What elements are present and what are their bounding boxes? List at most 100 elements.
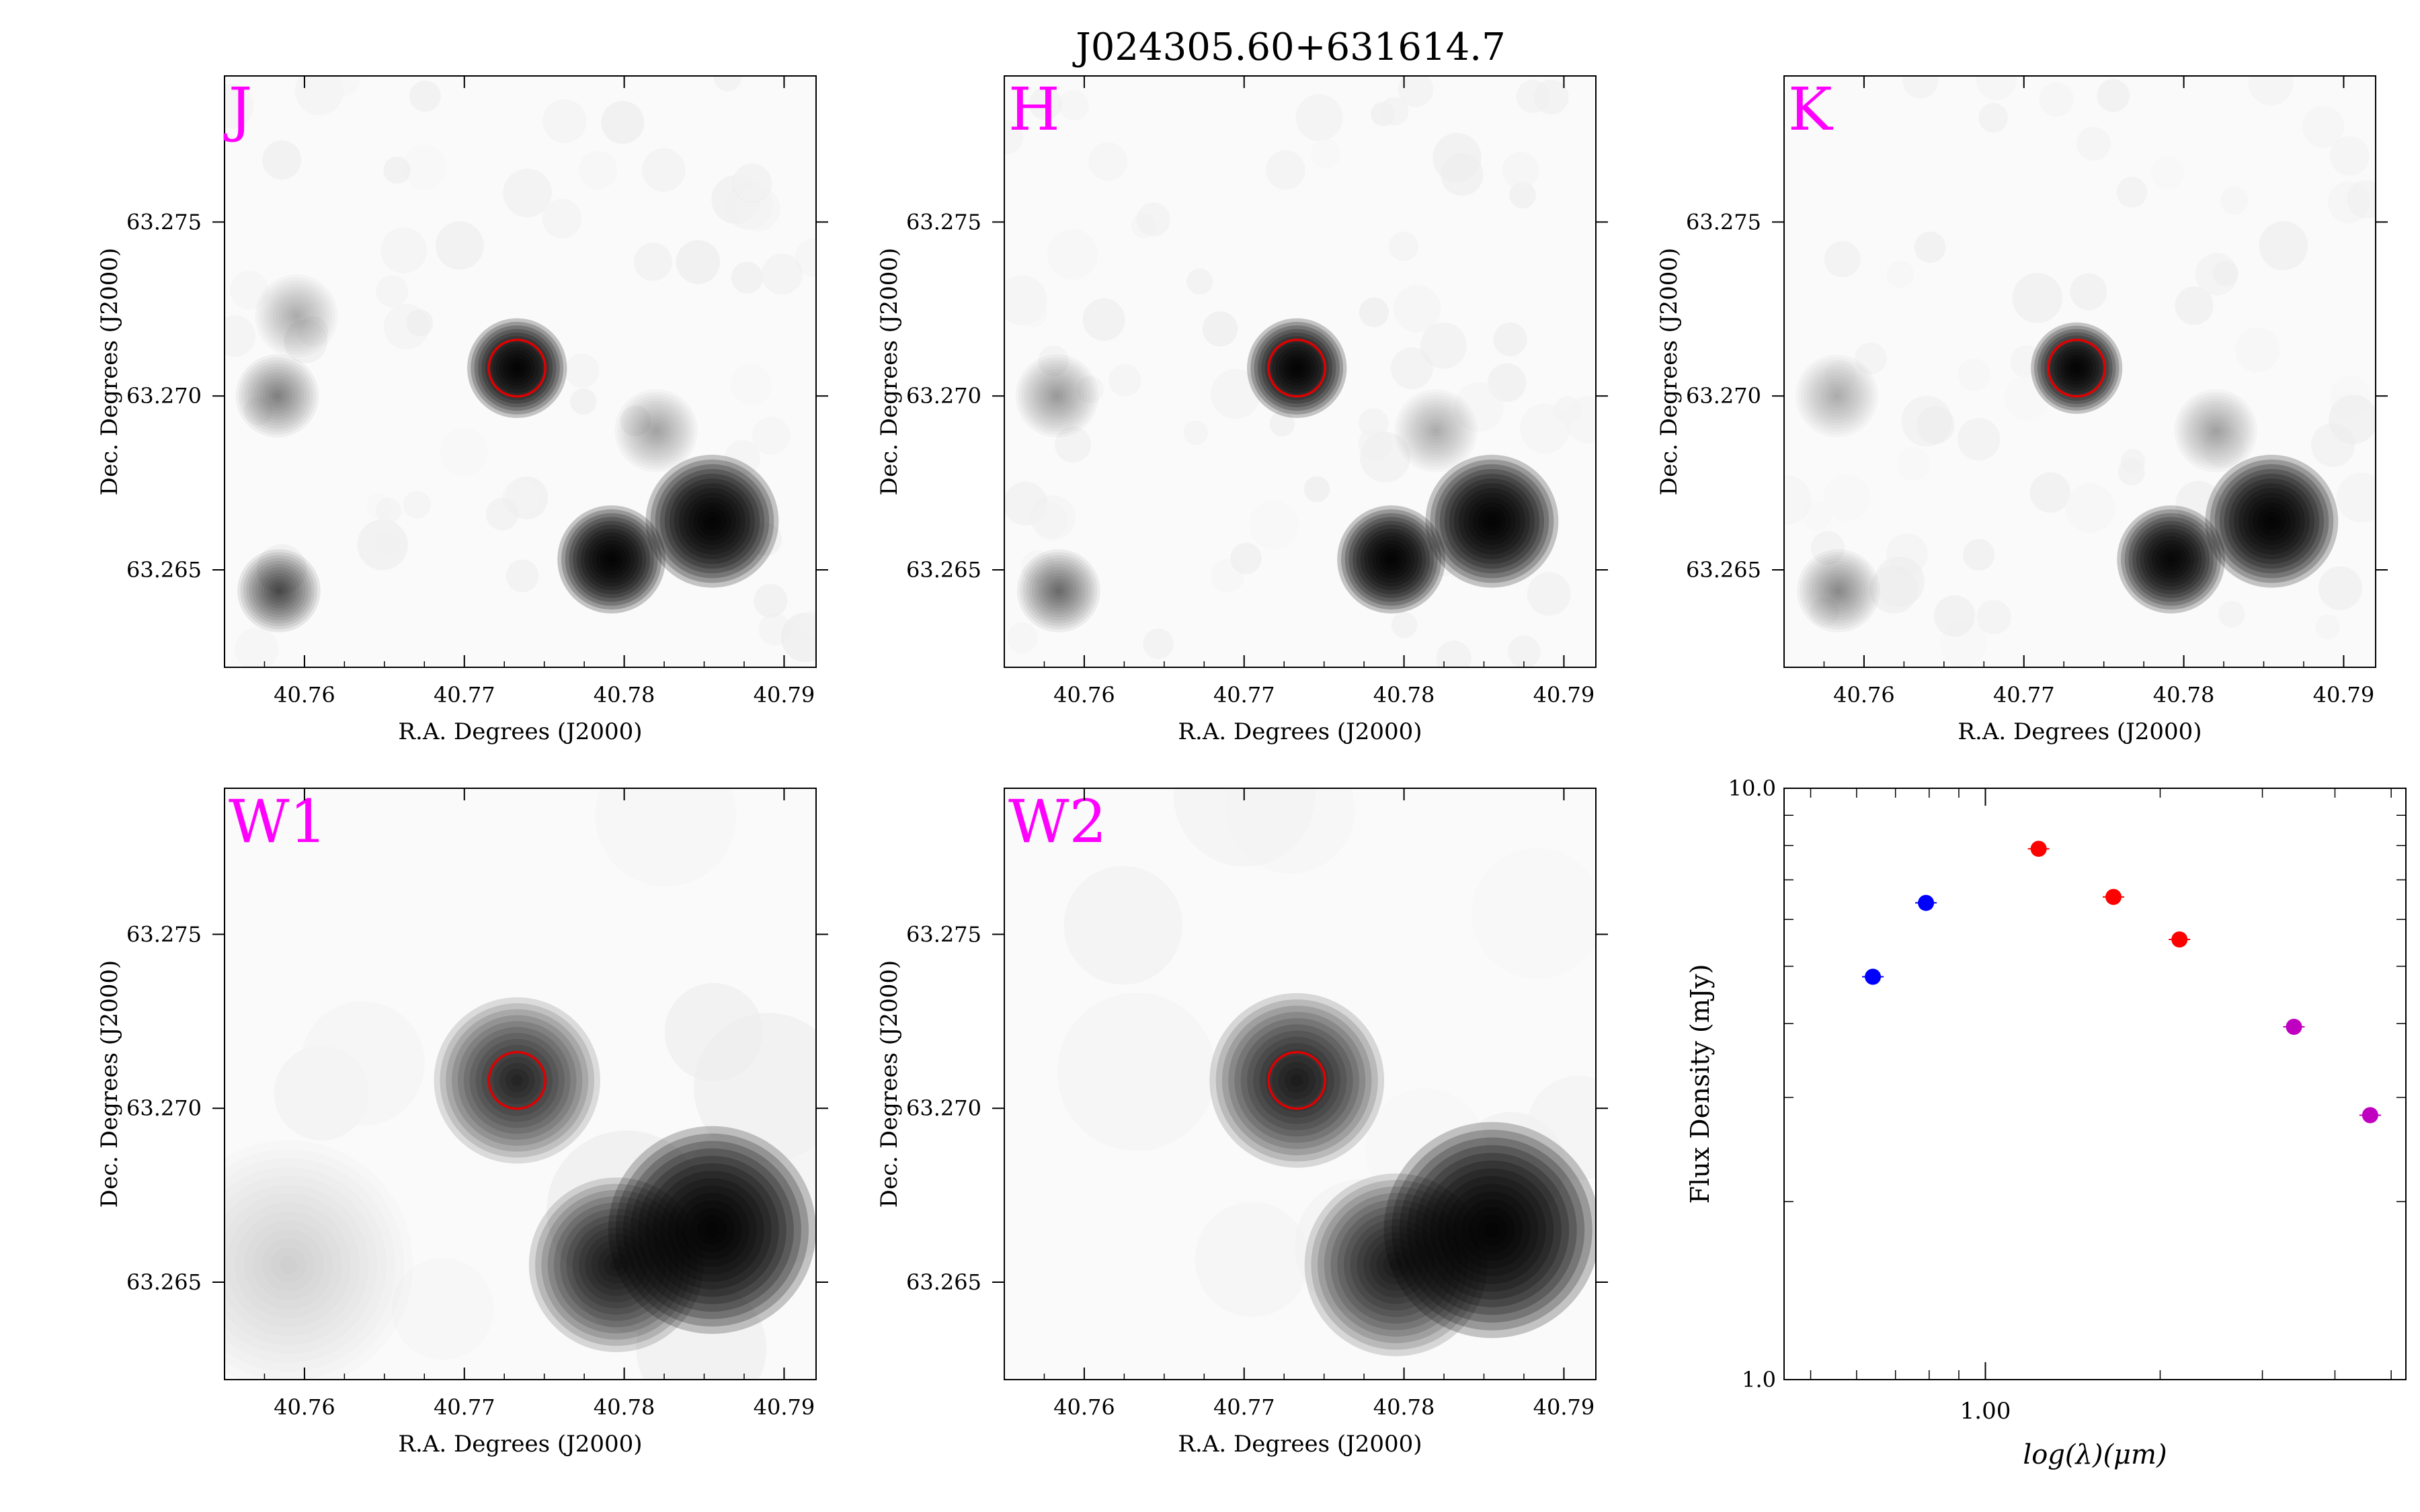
background-noise — [799, 610, 816, 636]
source-layer — [1356, 524, 1426, 595]
source-layer — [1834, 393, 1840, 399]
sed-point — [2171, 931, 2188, 948]
x-tick-label: 40.77 — [434, 1394, 495, 1420]
source-layer — [452, 1015, 583, 1146]
source-layer — [2140, 528, 2202, 591]
background-noise — [1902, 76, 1939, 99]
x-tick-label: 40.77 — [1993, 682, 2055, 708]
x-tick-label: 40.76 — [1053, 682, 1115, 708]
source-layer — [1304, 1173, 1488, 1357]
image-panel-H: H 40.76 40.77 40.78 40.79 63.265 63.270 63.275 R… — [876, 75, 1608, 745]
background-noise — [1057, 993, 1216, 1151]
y-axis-label: Dec. Degrees (J2000) — [96, 248, 123, 496]
source-3 — [1796, 354, 1879, 437]
source-layer — [1330, 1200, 1461, 1331]
background-noise — [2302, 106, 2345, 148]
background-noise — [1058, 89, 1089, 121]
source-layer — [469, 1033, 565, 1128]
background-noise — [225, 315, 256, 357]
background-noise — [2010, 345, 2044, 378]
source-layer — [1247, 318, 1347, 418]
background-noise — [1425, 540, 1461, 577]
source-layer — [528, 1177, 704, 1353]
source-layer — [1383, 1251, 1410, 1278]
x-tick-label: 40.77 — [434, 682, 495, 708]
source-5 — [1394, 389, 1478, 472]
source-layer — [2070, 362, 2083, 375]
band-label: W2 — [1008, 787, 1106, 856]
source-2 — [1425, 454, 1559, 588]
y-tick-label: 63.275 — [906, 209, 981, 235]
source-layer — [1272, 1055, 1322, 1105]
background-noise — [1004, 120, 1023, 155]
background-noise — [1502, 151, 1539, 189]
source-layer — [463, 1027, 571, 1134]
sed-point — [1865, 968, 1882, 985]
background-noise — [1295, 1179, 1429, 1313]
y-tick-label: 63.270 — [126, 383, 202, 409]
source-layer — [255, 566, 303, 615]
source-layer — [1383, 1122, 1596, 1339]
background-noise — [595, 788, 737, 887]
source-layer — [268, 386, 286, 405]
source-layer — [1438, 1176, 1546, 1284]
source-layer — [2248, 497, 2296, 545]
panel-frame — [224, 788, 817, 1380]
background-noise — [686, 1111, 816, 1269]
x-axis-label: R.A. Degrees (J2000) — [398, 718, 642, 745]
source-layer — [1344, 513, 1438, 606]
source-layer — [1318, 1186, 1475, 1343]
background-noise — [2220, 186, 2249, 215]
target-circle — [487, 339, 547, 398]
source-layer — [1823, 576, 1853, 606]
background-noise — [1810, 597, 1839, 628]
background-noise — [1886, 260, 1914, 288]
background-noise — [1802, 501, 1832, 531]
panel-frame — [224, 75, 817, 668]
y-tick-label: 63.265 — [906, 557, 981, 583]
background-noise — [2329, 394, 2376, 444]
background-noise — [542, 99, 587, 143]
background-noise — [1391, 612, 1418, 638]
source-layer — [510, 361, 524, 376]
source-layer — [267, 579, 291, 603]
background-noise — [409, 80, 441, 112]
source-4 — [1797, 549, 1880, 632]
source-layer — [1453, 1191, 1531, 1269]
source-layer — [1341, 509, 1442, 610]
background-noise — [1249, 500, 1299, 550]
background-noise — [1441, 153, 1484, 196]
source-1 — [557, 505, 666, 614]
source-layer — [250, 369, 305, 423]
image-panel-K: K 40.76 40.77 40.78 40.79 63.265 63.270 63.275 R… — [1656, 75, 2388, 745]
background-noise — [674, 487, 708, 520]
source-1 — [1337, 505, 1445, 614]
source-layer — [698, 507, 727, 536]
y-tick-label: 63.265 — [126, 1269, 202, 1295]
background-noise — [1076, 376, 1104, 403]
source-layer — [557, 505, 666, 614]
x-tick-label: 40.76 — [1053, 1394, 1115, 1420]
source-layer — [1360, 528, 1422, 591]
source-layer — [1422, 1161, 1562, 1300]
source-layer — [650, 459, 774, 583]
target-circle — [1267, 339, 1326, 398]
source-layer — [2214, 464, 2329, 579]
y-tick-label: 63.265 — [1686, 557, 1761, 583]
source-layer — [261, 573, 297, 609]
source-layer — [1240, 1024, 1353, 1137]
background-noise — [1047, 228, 1098, 280]
source-layer — [1272, 343, 1322, 393]
source-layer — [684, 493, 741, 550]
source-layer — [274, 392, 280, 399]
source-layer — [1337, 1206, 1455, 1324]
source-layer — [1049, 581, 1068, 600]
source-layer — [1043, 576, 1074, 606]
source-layer — [655, 464, 770, 579]
source-0 — [1247, 318, 1347, 418]
source-layer — [495, 347, 538, 390]
source-layer — [600, 548, 623, 571]
background-noise — [676, 240, 721, 284]
source-layer — [1371, 540, 1411, 579]
image-panel-W1: W1 40.76 40.77 40.78 40.79 63.265 63.270 63.275… — [96, 787, 828, 1458]
